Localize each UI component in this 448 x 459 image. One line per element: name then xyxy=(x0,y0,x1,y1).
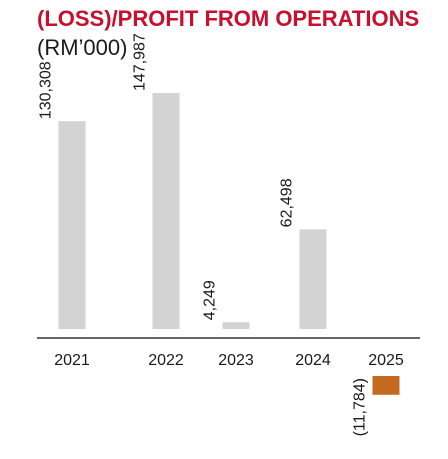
bar-2022 xyxy=(152,93,180,329)
x-tick-label-2022: 2022 xyxy=(148,352,184,369)
data-label-2021: 130,308 xyxy=(38,61,55,119)
x-tick-label-2023: 2023 xyxy=(218,352,254,369)
chart-title: (LOSS)/PROFIT FROM OPERATIONS xyxy=(37,6,420,31)
bar-2021 xyxy=(58,121,86,329)
bar-2024 xyxy=(299,229,327,329)
data-label-2024: 62,498 xyxy=(279,178,296,227)
x-tick-label-2021: 2021 xyxy=(54,352,90,369)
data-label-2022: 147,987 xyxy=(132,33,149,91)
chart-subtitle: (RM’000) xyxy=(37,35,128,60)
bar-2023 xyxy=(222,322,250,329)
data-label-2023: 4,249 xyxy=(202,280,219,320)
x-tick-label-2025: 2025 xyxy=(368,352,404,369)
x-tick-label-2024: 2024 xyxy=(295,352,331,369)
bar-2025 xyxy=(372,376,400,395)
data-label-2025: (11,784) xyxy=(352,378,369,436)
